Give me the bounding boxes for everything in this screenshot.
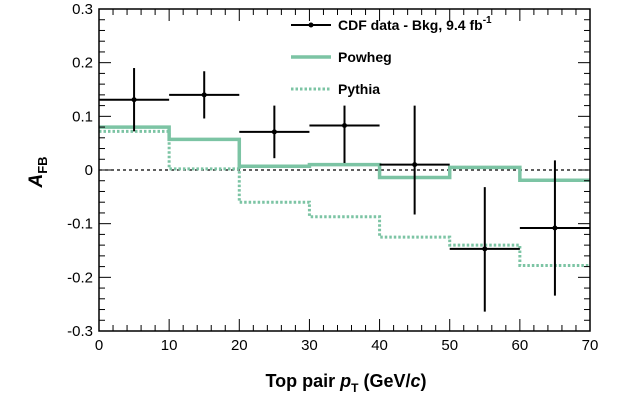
series-pythia-step	[99, 129, 590, 268]
y-tick-label: -0.2	[67, 269, 93, 286]
x-tick-label: 60	[512, 337, 529, 354]
data-point	[412, 162, 418, 168]
y-tick-label: -0.1	[67, 216, 93, 233]
y-tick-label: 0.1	[72, 108, 93, 125]
legend-label: CDF data - Bkg, 9.4 fb-1	[338, 15, 492, 33]
y-tick-label: 0.2	[72, 55, 93, 72]
x-tick-label: 40	[371, 337, 388, 354]
y-tick-label: 0.3	[72, 1, 93, 18]
data-point	[271, 129, 277, 135]
data-point	[482, 246, 488, 252]
legend-label: Powheg	[338, 49, 392, 65]
plot-area	[99, 68, 590, 312]
x-tick-label: 0	[95, 337, 103, 354]
legend-marker-data-point	[308, 22, 314, 28]
x-tick-label: 10	[161, 337, 178, 354]
data-point	[131, 97, 137, 103]
axes: 0 10 20 30 40 50 60 70 -0.3 -0.2 -0.1 0 0.1 0.2 0.3	[67, 1, 598, 354]
data-point	[201, 92, 207, 98]
legend: CDF data - Bkg, 9.4 fb-1 Powheg Pythia	[291, 15, 492, 97]
x-tick-label: 20	[231, 337, 248, 354]
x-tick-label: 70	[582, 337, 599, 354]
y-tick-label: -0.3	[67, 323, 93, 340]
legend-label: Pythia	[338, 81, 380, 97]
data-point	[342, 122, 347, 128]
legend-label-superscript: -1	[483, 15, 492, 26]
y-axis-title: AFB	[26, 156, 50, 188]
x-axis-title: Top pair pT (GeV/c)	[265, 371, 426, 395]
series-powheg-step	[99, 125, 590, 182]
x-tick-label: 50	[441, 337, 458, 354]
x-tick-label: 30	[301, 337, 318, 354]
y-tick-label: 0	[85, 162, 93, 179]
data-point	[552, 225, 558, 231]
